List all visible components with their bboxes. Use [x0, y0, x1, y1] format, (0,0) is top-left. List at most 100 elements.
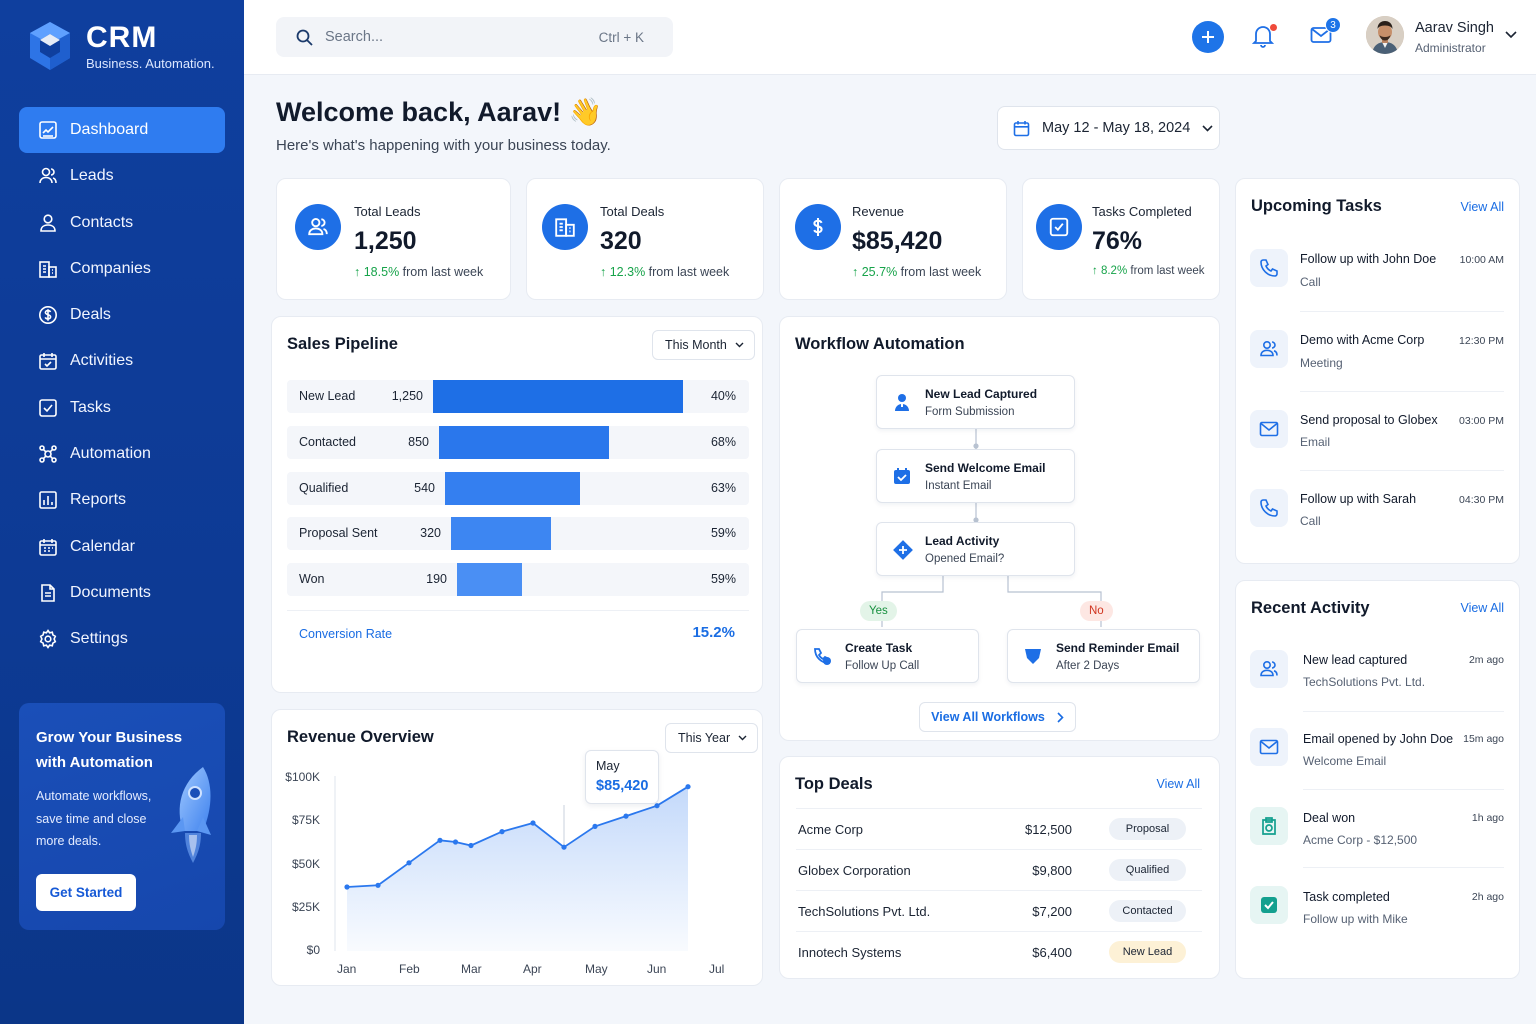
stat-card-tasks-completed[interactable]: Tasks Completed 76% ↑ 8.2% from last wee…: [1022, 178, 1220, 300]
stat-change: ↑ 18.5% from last week: [354, 265, 484, 279]
pipeline-stage-count: 540: [414, 481, 435, 495]
view-all-link[interactable]: View All: [1156, 777, 1200, 791]
sidebar-item-companies[interactable]: Companies: [19, 246, 225, 292]
mail-icon: [1310, 27, 1332, 43]
period-dropdown[interactable]: This Year: [665, 723, 759, 753]
workflow-node-condition[interactable]: Lead Activity Opened Email?: [876, 522, 1075, 576]
table-row[interactable]: Innotech Systems $6,400 New Lead: [796, 931, 1202, 972]
sidebar-item-contacts[interactable]: Contacts: [19, 200, 225, 246]
users-icon: [38, 166, 58, 186]
pipeline-bar: [457, 563, 522, 596]
stat-label: Revenue: [852, 204, 905, 219]
page-subtitle: Here's what's happening with your busine…: [276, 137, 611, 154]
task-title[interactable]: Demo with Acme Corp: [1300, 333, 1425, 347]
upcoming-tasks-card: Upcoming Tasks View All Follow up with J…: [1235, 178, 1520, 564]
pipeline-stage-count: 850: [408, 435, 429, 449]
sidebar-item-leads[interactable]: Leads: [19, 153, 225, 199]
get-started-button[interactable]: Get Started: [36, 874, 136, 911]
add-button[interactable]: [1192, 21, 1224, 53]
period-dropdown[interactable]: This Month: [652, 330, 755, 360]
workflow-node-create-task[interactable]: Create Task Follow Up Call: [796, 629, 979, 683]
deal-name: Innotech Systems: [798, 945, 902, 960]
revenue-point: [654, 803, 660, 809]
pipeline-row[interactable]: Contacted 850 68%: [287, 426, 749, 459]
sidebar-item-dashboard[interactable]: Dashboard: [19, 107, 225, 153]
activity-title[interactable]: Deal won: [1303, 811, 1356, 825]
notifications-button[interactable]: [1252, 24, 1274, 48]
sidebar-item-label: Calendar: [70, 537, 135, 555]
revenue-point: [499, 829, 505, 835]
sidebar-item-documents[interactable]: Documents: [19, 570, 225, 616]
dropdown-value: This Year: [678, 731, 731, 745]
y-tick-label: $75K: [291, 813, 320, 828]
activity-title[interactable]: Email opened by John Doe: [1303, 732, 1454, 746]
task-time: 04:30 PM: [1459, 494, 1504, 506]
revenue-point: [685, 784, 691, 790]
yes-branch-badge: Yes: [860, 601, 897, 621]
sidebar-item-automation[interactable]: Automation: [19, 431, 225, 477]
activity-title[interactable]: New lead captured: [1303, 653, 1408, 667]
stat-card-total-leads[interactable]: Total Leads 1,250 ↑ 18.5% from last week: [276, 178, 511, 300]
card-title: Workflow Automation: [795, 335, 965, 353]
activity-title[interactable]: Task completed: [1303, 890, 1390, 904]
sidebar-item-calendar[interactable]: Calendar: [19, 524, 225, 570]
table-row[interactable]: Globex Corporation $9,800 Qualified: [796, 849, 1202, 890]
deal-amount: $12,500: [1025, 822, 1072, 837]
phone-icon: [1250, 249, 1288, 287]
sidebar-item-settings[interactable]: Settings: [19, 616, 225, 662]
checkbox-icon: [1036, 204, 1082, 250]
card-title: Recent Activity: [1251, 599, 1370, 617]
workflow-node-reminder[interactable]: Send Reminder Email After 2 Days: [1007, 629, 1200, 683]
pipeline-row[interactable]: New Lead 1,250 40%: [287, 380, 749, 413]
sidebar-item-tasks[interactable]: Tasks: [19, 385, 225, 431]
deal-amount: $7,200: [1032, 904, 1072, 919]
sidebar-item-activities[interactable]: Activities: [19, 338, 225, 384]
table-row[interactable]: Acme Corp $12,500 Proposal: [796, 808, 1202, 849]
workflow-node-email[interactable]: Send Welcome Email Instant Email: [876, 449, 1075, 503]
sidebar-item-label: Activities: [70, 352, 134, 370]
task-title[interactable]: Follow up with Sarah: [1300, 492, 1417, 506]
pipeline-bar: [433, 380, 683, 413]
pipeline-row[interactable]: Won 190 59%: [287, 563, 749, 596]
deal-icon: [1250, 807, 1288, 845]
workflow-card: Workflow Automation New Lead Captured Fo…: [779, 316, 1220, 741]
revenue-point: [623, 813, 629, 819]
avatar[interactable]: [1366, 16, 1404, 54]
task-icon: [814, 648, 831, 665]
table-row[interactable]: TechSolutions Pvt. Ltd. $7,200 Contacted: [796, 890, 1202, 931]
revenue-point: [452, 839, 459, 845]
stat-card-revenue[interactable]: Revenue $85,420 ↑ 25.7% from last week: [779, 178, 1007, 300]
view-all-workflows-button[interactable]: View All Workflows: [919, 702, 1076, 732]
task-time: 10:00 AM: [1459, 254, 1504, 266]
pipeline-row[interactable]: Proposal Sent 320 59%: [287, 517, 749, 550]
task-title[interactable]: Follow up with John Doe: [1300, 252, 1437, 266]
task-title[interactable]: Send proposal to Globex: [1300, 413, 1438, 427]
search-input[interactable]: Search... Ctrl + K: [276, 17, 673, 57]
card-title: Revenue Overview: [287, 728, 434, 746]
messages-button[interactable]: [1310, 25, 1332, 45]
date-range-picker[interactable]: May 12 - May 18, 2024: [997, 106, 1220, 150]
workflow-node-sub: Opened Email?: [925, 553, 1005, 565]
deal-name: Globex Corporation: [798, 863, 911, 878]
task-time: 03:00 PM: [1459, 415, 1504, 427]
task-type: Call: [1300, 514, 1321, 528]
pipeline-stage-pct: 40%: [710, 389, 736, 403]
dashboard-icon: [38, 120, 58, 140]
checkbox-icon: [38, 398, 58, 418]
revenue-chart: [334, 776, 691, 951]
search-icon: [296, 29, 313, 46]
task-type: Meeting: [1300, 356, 1343, 370]
pipeline-row[interactable]: Qualified 540 63%: [287, 472, 749, 505]
task-time: 12:30 PM: [1459, 335, 1504, 347]
stat-card-total-deals[interactable]: Total Deals 320 ↑ 12.3% from last week: [526, 178, 764, 300]
view-all-link[interactable]: View All: [1460, 200, 1504, 214]
chart-tooltip: May $85,420: [585, 750, 659, 804]
workflow-node-trigger[interactable]: New Lead Captured Form Submission: [876, 375, 1075, 429]
brand[interactable]: CRM Business. Automation.: [28, 20, 215, 72]
x-tick-label: Feb: [399, 962, 420, 976]
promo-text: Automate workflows, save time and close …: [36, 789, 152, 848]
chevron-down-icon[interactable]: [1505, 31, 1517, 39]
sidebar-item-deals[interactable]: Deals: [19, 292, 225, 338]
sidebar-item-reports[interactable]: Reports: [19, 477, 225, 523]
view-all-link[interactable]: View All: [1460, 601, 1504, 615]
